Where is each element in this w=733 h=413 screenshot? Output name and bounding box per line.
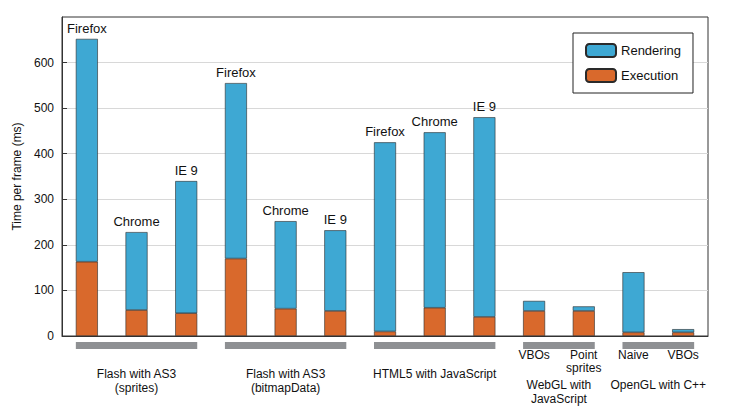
svg-text:300: 300 — [34, 192, 54, 206]
svg-text:600: 600 — [34, 56, 54, 70]
svg-text:Firefox: Firefox — [216, 65, 256, 80]
svg-text:IE 9: IE 9 — [473, 99, 496, 114]
svg-text:200: 200 — [34, 238, 54, 252]
svg-text:0: 0 — [47, 329, 54, 343]
svg-text:100: 100 — [34, 283, 54, 297]
svg-text:IE 9: IE 9 — [175, 163, 198, 178]
svg-text:500: 500 — [34, 101, 54, 115]
svg-text:JavaScript: JavaScript — [531, 392, 588, 406]
svg-text:Naive: Naive — [618, 348, 649, 362]
svg-text:(bitmapData): (bitmapData) — [251, 381, 320, 395]
svg-text:Execution: Execution — [621, 68, 678, 83]
svg-text:Firefox: Firefox — [365, 124, 405, 139]
svg-text:HTML5 with JavaScript: HTML5 with JavaScript — [373, 367, 497, 381]
svg-text:Flash with AS3: Flash with AS3 — [246, 367, 326, 381]
svg-text:IE 9: IE 9 — [324, 212, 347, 227]
svg-text:Rendering: Rendering — [621, 43, 681, 58]
svg-text:400: 400 — [34, 147, 54, 161]
svg-text:Chrome: Chrome — [113, 214, 159, 229]
svg-text:WebGL with: WebGL with — [527, 378, 592, 392]
svg-text:VBOs: VBOs — [518, 348, 549, 362]
svg-text:sprites: sprites — [566, 361, 601, 375]
svg-text:Flash with AS3: Flash with AS3 — [97, 367, 177, 381]
svg-text:OpenGL with C++: OpenGL with C++ — [611, 378, 707, 392]
svg-text:Firefox: Firefox — [67, 21, 107, 36]
svg-text:VBOs: VBOs — [667, 348, 698, 362]
svg-text:Point: Point — [570, 348, 598, 362]
svg-text:Chrome: Chrome — [262, 203, 308, 218]
svg-text:Time per frame (ms): Time per frame (ms) — [10, 122, 24, 230]
svg-text:(sprites): (sprites) — [115, 381, 158, 395]
svg-text:Chrome: Chrome — [412, 114, 458, 129]
